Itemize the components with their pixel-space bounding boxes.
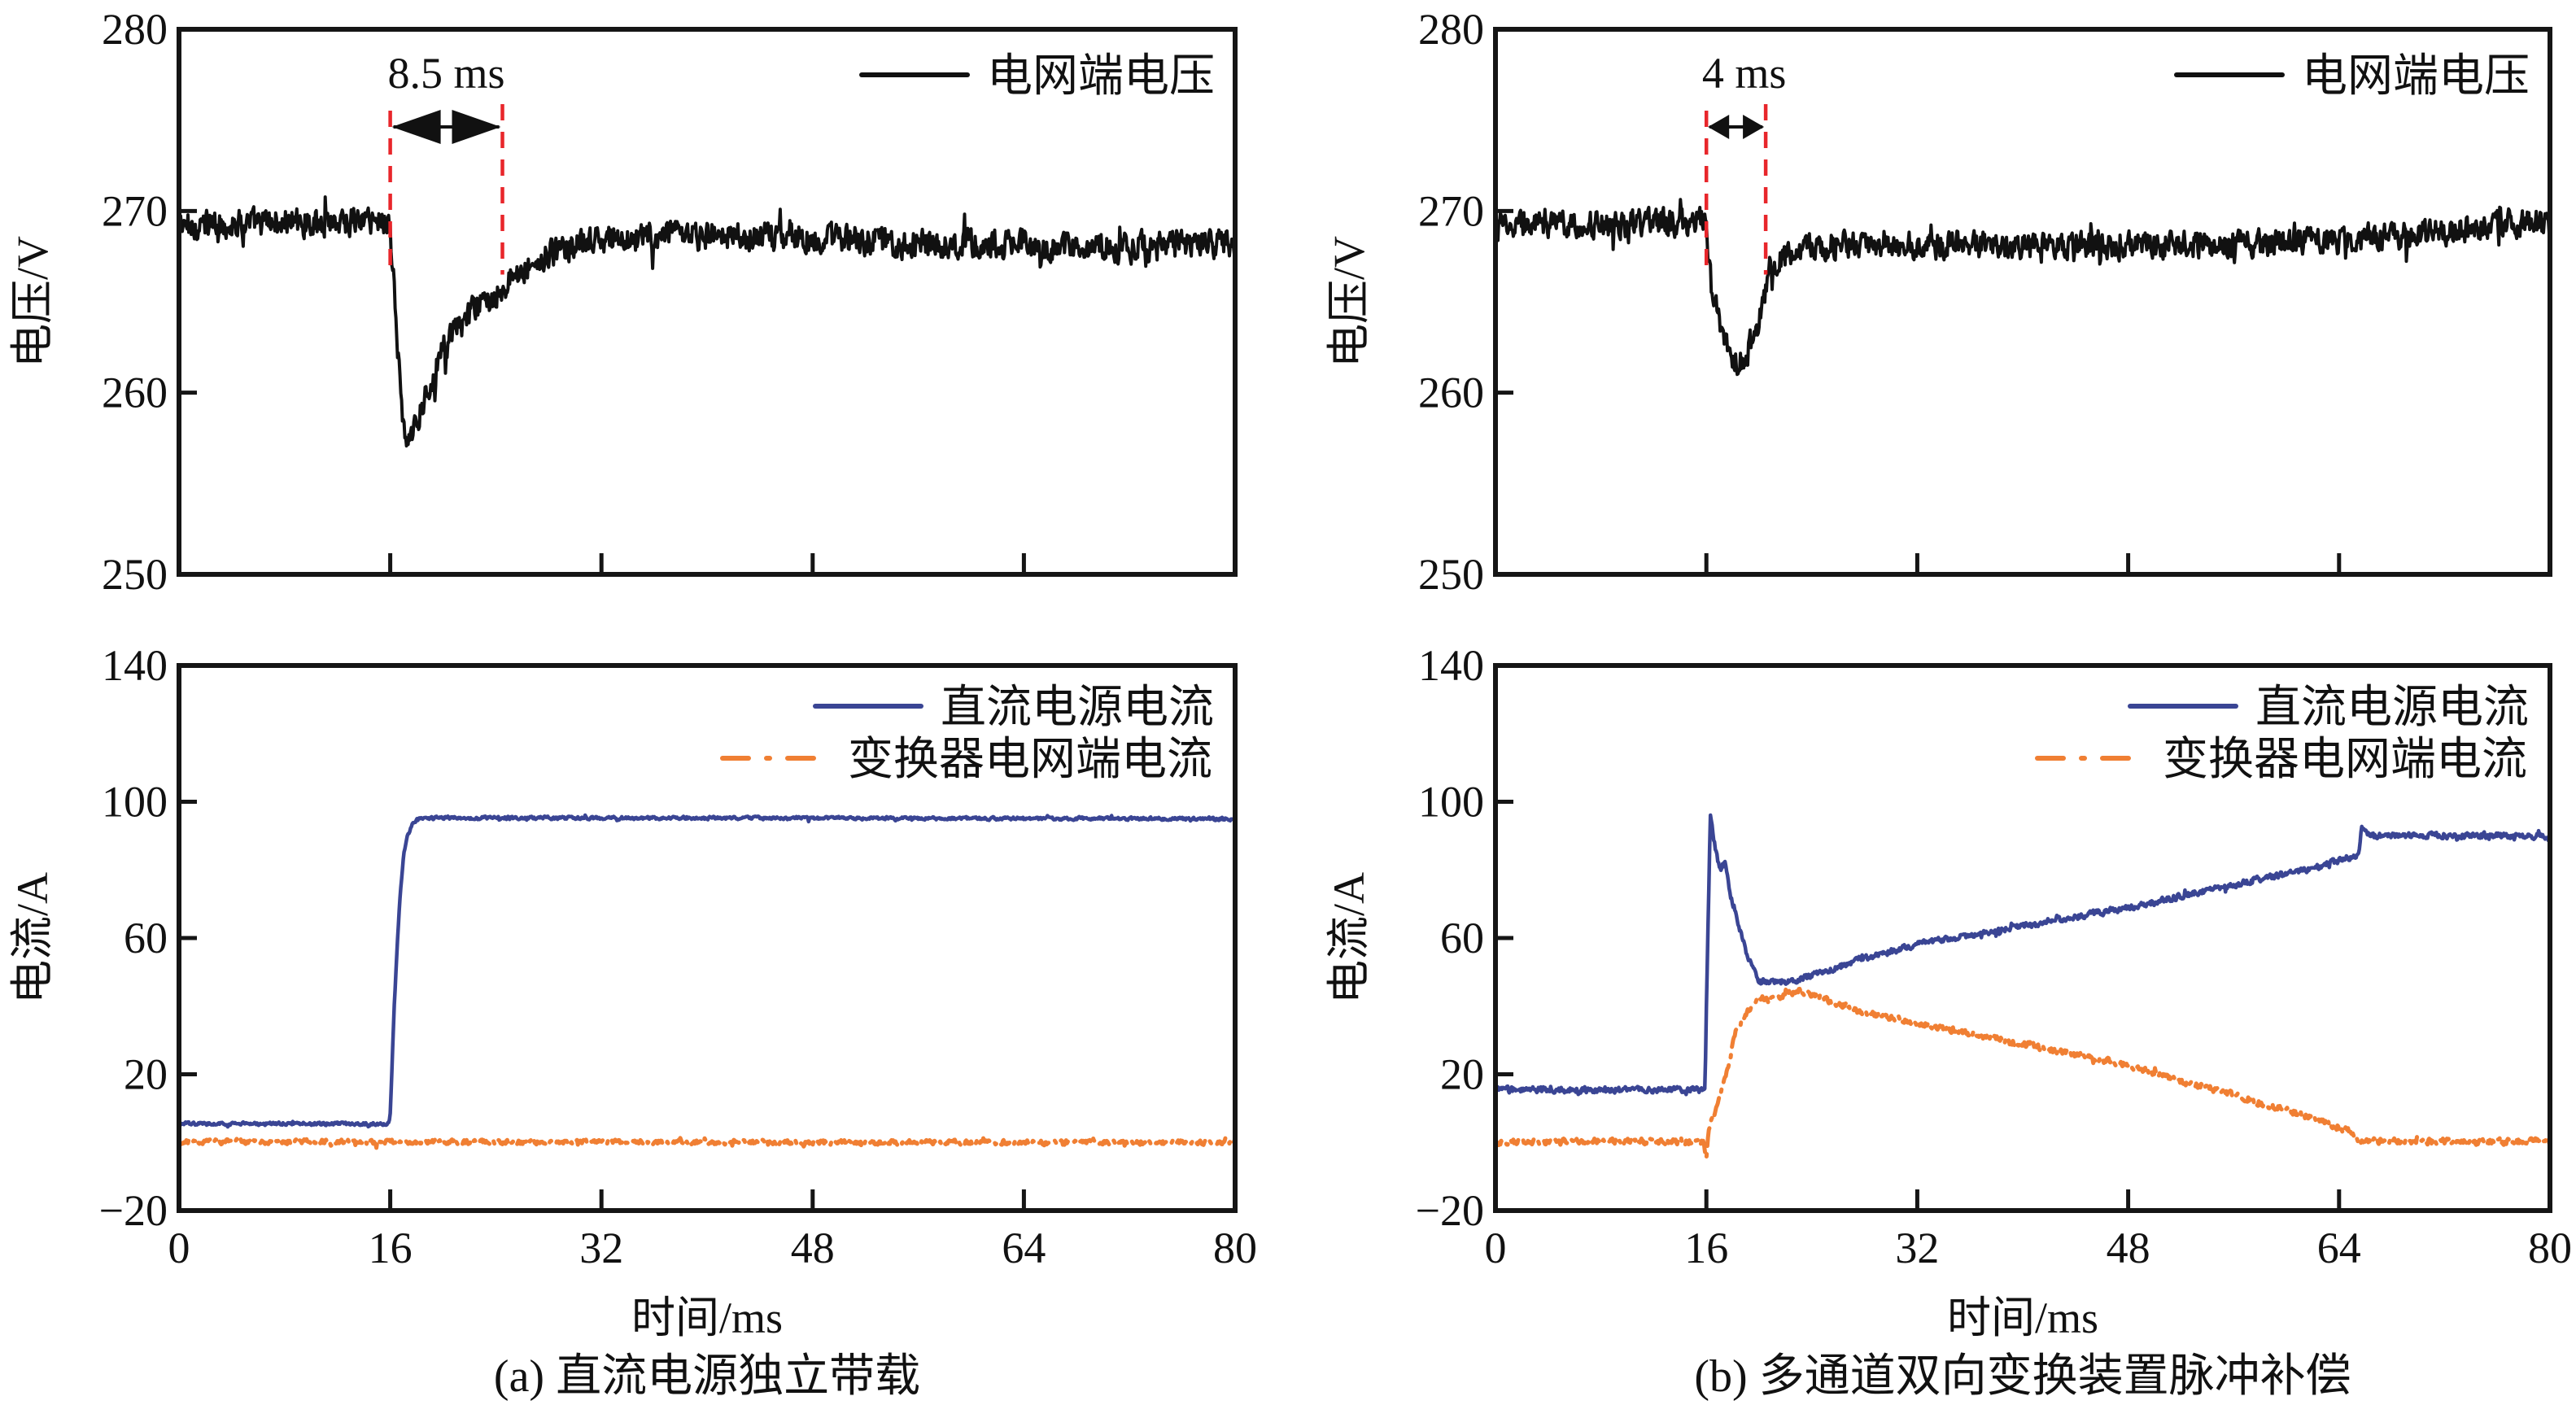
x-tick-label: 16 xyxy=(369,1224,413,1272)
y-tick-label: 280 xyxy=(1418,5,1484,54)
series-line-converter-current xyxy=(179,1135,1235,1150)
y-tick-label: 100 xyxy=(1418,778,1484,827)
annotation-label: 8.5 ms xyxy=(388,49,505,98)
legend-label: 变换器电网端电流 xyxy=(848,735,1212,785)
panel-caption: (a) 直流电源独立带载 xyxy=(494,1351,920,1402)
y-tick-label: −20 xyxy=(99,1186,168,1235)
y-tick-label: 260 xyxy=(102,369,168,417)
legend-label: 变换器电网端电流 xyxy=(2163,735,2527,785)
panel-b: 250 260 270 280 电压/V 电网端电压 4 ms −20 20 60 100 140 0 1… xyxy=(1325,5,2572,1402)
plot-b-top: 250 260 270 280 电压/V 电网端电压 4 ms xyxy=(1325,5,2552,599)
series-group xyxy=(179,195,1235,448)
x-tick-label: 80 xyxy=(1213,1224,1257,1272)
y-tick-label: 140 xyxy=(102,641,168,690)
arrow-right-icon xyxy=(1743,115,1765,139)
series-line-dc-supply-current xyxy=(179,813,1235,1129)
x-tick-label: 48 xyxy=(2107,1224,2150,1272)
duration-annotation: 8.5 ms xyxy=(388,49,505,275)
x-tick-label: 80 xyxy=(2528,1224,2572,1272)
y-tick-label: 250 xyxy=(102,550,168,599)
legend: 电网端电压 xyxy=(859,51,1215,102)
y-tick-label: 270 xyxy=(102,186,168,235)
y-tick-label: 20 xyxy=(124,1050,168,1099)
legend-label: 直流电源电流 xyxy=(2255,683,2529,733)
series-line-grid-voltage xyxy=(179,195,1235,448)
legend: 电网端电压 xyxy=(2174,51,2530,102)
duration-annotation: 4 ms xyxy=(1702,49,1787,275)
panel-a: 250 260 270 280 电压/V 电网端电压 8.5 ms −20 20 60 100 140… xyxy=(8,5,1257,1402)
x-tick-label: 32 xyxy=(1895,1224,1939,1272)
y-tick-label: 250 xyxy=(1418,550,1484,599)
y-tick-label: 280 xyxy=(102,5,168,54)
x-tick-label: 0 xyxy=(1485,1224,1507,1272)
legend-label: 直流电源电流 xyxy=(941,683,1214,733)
y-tick-label: 60 xyxy=(1440,914,1484,962)
y-axis-title: 电流/A xyxy=(1325,872,1373,1004)
y-tick-label: 20 xyxy=(1440,1050,1484,1099)
x-tick-label: 64 xyxy=(1002,1224,1046,1272)
arrow-right-icon xyxy=(452,110,501,144)
plot-a-top: 250 260 270 280 电压/V 电网端电压 8.5 ms xyxy=(8,5,1238,599)
x-tick-label: 0 xyxy=(168,1224,190,1272)
plot-frame xyxy=(177,27,1238,577)
y-tick-label: −20 xyxy=(1416,1186,1484,1235)
series-line-grid-voltage xyxy=(1495,198,2550,377)
y-tick-label: 140 xyxy=(1418,641,1484,690)
x-tick-label: 48 xyxy=(791,1224,835,1272)
plot-b-bottom: −20 20 60 100 140 0 16 32 48 64 80 电流/A 时间/ms 直流电源电流变… xyxy=(1325,641,2572,1342)
x-tick-label: 32 xyxy=(579,1224,623,1272)
plot-a-bottom: −20 20 60 100 140 0 16 32 48 64 80 电流/A 时间/ms 直流电源电流变… xyxy=(8,641,1257,1342)
series-group xyxy=(179,813,1235,1150)
series-line-converter-current xyxy=(1495,986,2550,1161)
y-tick-label: 260 xyxy=(1418,369,1484,417)
x-tick-label: 16 xyxy=(1684,1224,1728,1272)
x-axis-title: 时间/ms xyxy=(631,1294,783,1342)
series-group xyxy=(1495,813,2550,1161)
legend-label: 电网端电压 xyxy=(2302,51,2530,102)
arrow-left-icon xyxy=(391,110,441,144)
y-axis-title: 电流/A xyxy=(8,872,57,1004)
y-axis-title: 电压/V xyxy=(8,236,57,368)
arrow-left-icon xyxy=(1708,115,1730,139)
x-tick-label: 64 xyxy=(2317,1224,2361,1272)
series-line-dc-supply-current xyxy=(1495,813,2550,1097)
y-axis-title: 电压/V xyxy=(1325,236,1373,368)
y-tick-label: 270 xyxy=(1418,186,1484,235)
y-tick-label: 60 xyxy=(124,914,168,962)
x-axis-title: 时间/ms xyxy=(1947,1294,2098,1342)
plot-frame xyxy=(1493,27,2552,577)
panel-caption: (b) 多通道双向变换装置脉冲补偿 xyxy=(1694,1351,2351,1402)
legend-label: 电网端电压 xyxy=(987,51,1215,102)
series-group xyxy=(1495,198,2550,377)
annotation-label: 4 ms xyxy=(1702,49,1787,98)
y-tick-label: 100 xyxy=(102,778,168,827)
